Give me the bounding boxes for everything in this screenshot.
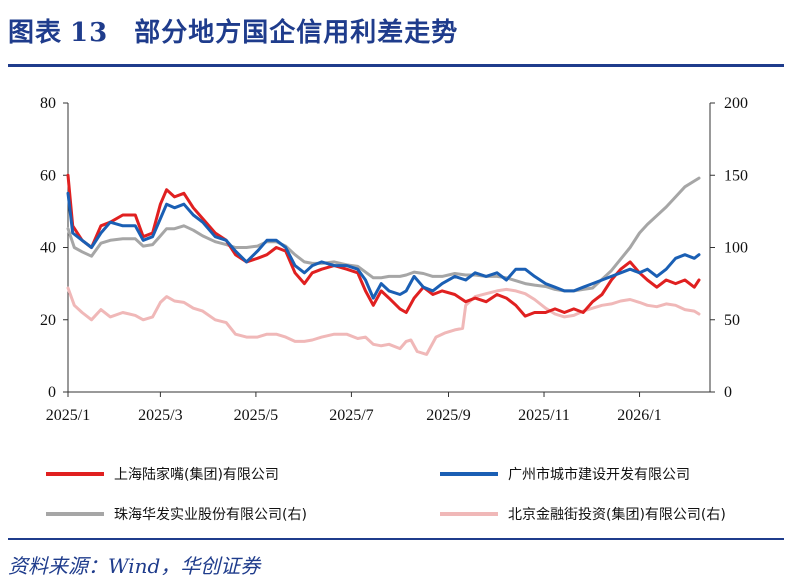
legend-label-1: 上海陆家嘴(集团)有限公司 — [114, 466, 279, 483]
right-tick-label: 0 — [724, 384, 732, 401]
x-tick-label: 2025/11 — [518, 407, 570, 424]
figure-title: 图表 13 部分地方国企信用利差走势 — [8, 12, 458, 49]
series-line-1 — [66, 173, 701, 318]
x-tick-label: 2025/5 — [234, 407, 278, 424]
left-tick-label: 60 — [40, 167, 56, 184]
chart-legend: 上海陆家嘴(集团)有限公司 广州市城市建设开发有限公司珠海华发实业股份有限公司(右… — [46, 466, 726, 523]
x-tick-label: 2026/1 — [617, 407, 661, 424]
x-tick-label: 2025/1 — [46, 407, 90, 424]
legend-label-4: 北京金融街投资(集团)有限公司(右) — [508, 506, 726, 523]
x-tick-label: 2025/9 — [426, 407, 470, 424]
header-rule — [8, 64, 784, 67]
right-tick-label: 200 — [724, 95, 748, 112]
right-tick-label: 150 — [724, 167, 748, 184]
left-tick-label: 0 — [48, 384, 56, 401]
chart: 0 20 40 60 80 0 50 100 150 200 2025/1 2025/3 2025/5 2… — [40, 95, 748, 523]
right-tick-label: 100 — [724, 240, 748, 257]
series-line-3 — [66, 176, 701, 293]
figure-label: 图表 — [8, 18, 63, 48]
chart-series — [66, 173, 701, 356]
x-tick-label: 2025/3 — [138, 407, 182, 424]
source-note: 资料来源：Wind，华创证券 — [8, 554, 261, 578]
left-tick-label: 80 — [40, 95, 56, 112]
footer-rule — [8, 538, 784, 540]
figure-title-text: 部分地方国企信用利差走势 — [134, 18, 459, 48]
figure-number: 13 — [70, 18, 109, 48]
right-tick-label: 50 — [724, 312, 740, 329]
series-line-2 — [66, 191, 701, 300]
chart-axes: 0 20 40 60 80 0 50 100 150 200 2025/1 2025/3 2025/5 2… — [40, 95, 748, 424]
left-tick-label: 20 — [40, 312, 56, 329]
legend-label-3: 珠海华发实业股份有限公司(右) — [114, 507, 307, 523]
legend-label-2: 广州市城市建设开发有限公司 — [508, 466, 690, 483]
left-tick-label: 40 — [40, 240, 56, 257]
x-tick-label: 2025/7 — [329, 407, 373, 424]
series-line-4 — [66, 286, 701, 356]
